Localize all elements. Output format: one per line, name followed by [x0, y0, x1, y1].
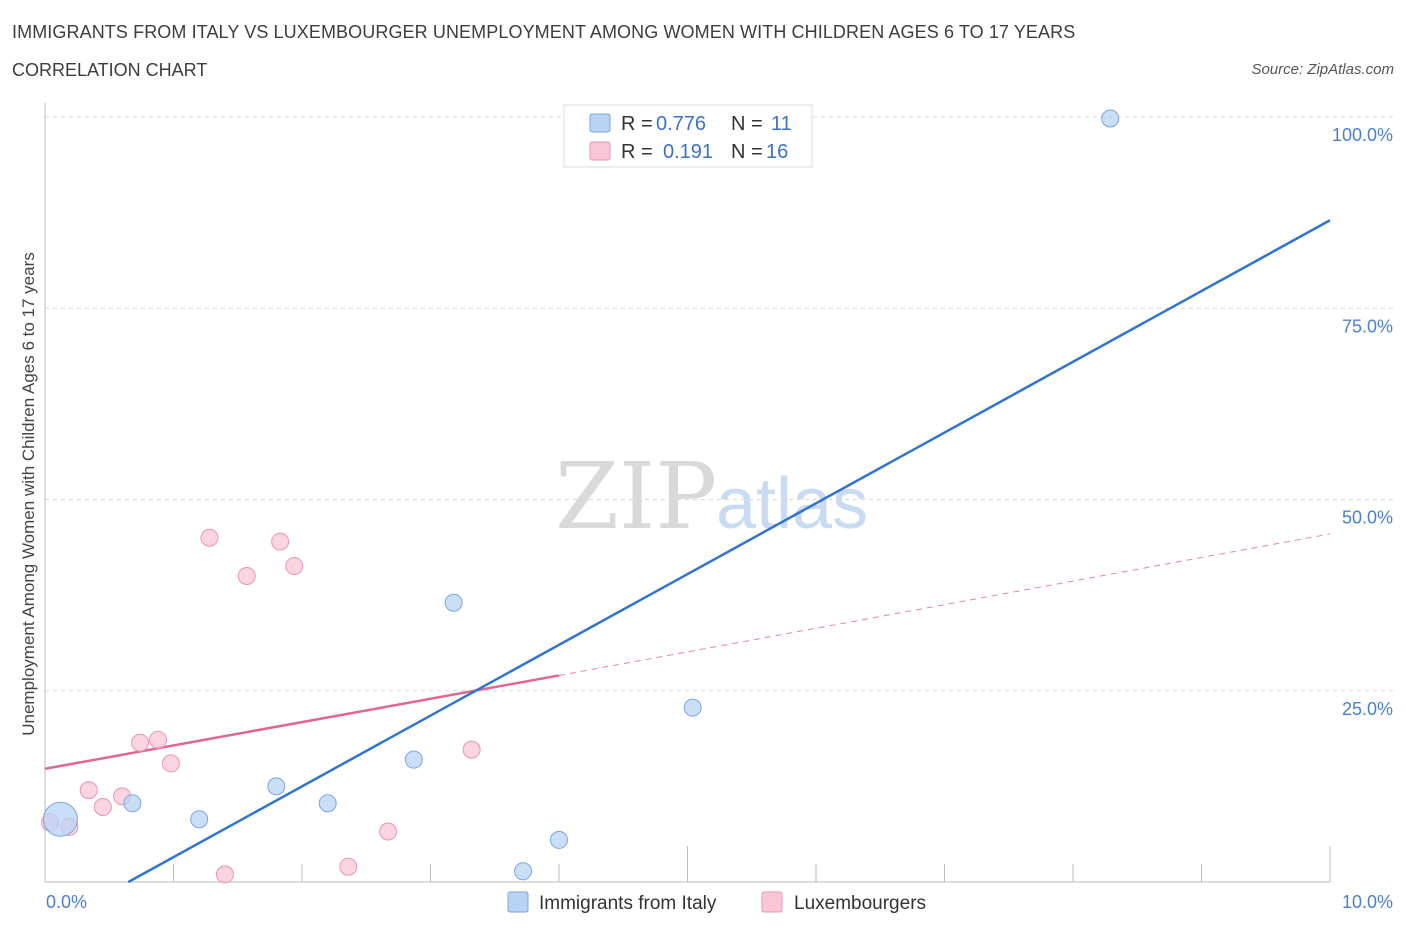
legend-r-value-italy: 0.776 [656, 113, 706, 135]
tick-labels: 25.0% 50.0% 75.0% 100.0% 0.0% 10.0% [46, 125, 1393, 912]
legend-r-value-luxembourgers: 0.191 [663, 141, 713, 163]
trend-line-italy [127, 219, 1331, 884]
chart-title: IMMIGRANTS FROM ITALY VS LUXEMBOURGER UN… [12, 22, 1076, 42]
series-legend: Immigrants from Italy Luxembourgers [507, 891, 926, 914]
data-point-italy [683, 698, 702, 717]
data-point-italy [550, 830, 568, 849]
y-tick-label: 75.0% [1342, 316, 1393, 336]
legend-n-label-italy: N = [731, 113, 763, 135]
y-axis-label: Unemployment Among Women with Children A… [19, 252, 38, 736]
y-tick-label: 100.0% [1332, 125, 1393, 145]
chart-subtitle: CORRELATION CHART [12, 60, 208, 80]
data-point-italy [1101, 109, 1120, 128]
watermark-atlas: atlas [716, 464, 868, 544]
stats-legend: R = 0.776 N = 11 R = 0.191 N = 16 [563, 104, 813, 168]
gridlines [45, 116, 1394, 692]
data-points [41, 109, 1120, 884]
bottom-legend-swatch-italy [507, 891, 529, 913]
data-point-luxembourgers [93, 798, 112, 817]
data-point-luxembourgers [215, 865, 234, 884]
x-tick-label: 10.0% [1342, 892, 1393, 912]
data-point-italy [42, 801, 78, 837]
y-tick-label: 25.0% [1342, 699, 1393, 719]
y-tick-label: 50.0% [1342, 508, 1393, 528]
legend-n-value-italy: 11 [771, 113, 792, 135]
x-tick-label: 0.0% [46, 892, 87, 912]
data-point-italy [318, 794, 337, 813]
data-point-italy [404, 750, 423, 769]
legend-r-label-luxembourgers: R = [621, 141, 653, 163]
watermark-zip: ZIP [555, 443, 717, 550]
data-point-luxembourgers [79, 781, 98, 800]
axes [44, 103, 1331, 883]
source-credit: Source: ZipAtlas.com [1251, 61, 1394, 78]
data-point-luxembourgers [131, 733, 150, 752]
legend-r-label-italy: R = [621, 113, 653, 135]
data-point-italy [444, 593, 463, 612]
data-point-italy [123, 794, 142, 813]
bottom-legend-label-luxembourgers: Luxembourgers [794, 893, 926, 914]
data-point-luxembourgers [149, 730, 168, 749]
trend-line-luxembourgers [44, 674, 560, 771]
data-point-italy [190, 810, 209, 829]
bottom-legend-label-italy: Immigrants from Italy [539, 893, 717, 914]
legend-swatch-luxembourgers [589, 141, 611, 161]
legend-n-label-luxembourgers: N = [731, 141, 763, 163]
data-point-luxembourgers [271, 532, 290, 551]
data-point-luxembourgers [285, 557, 304, 576]
data-point-luxembourgers [200, 528, 219, 547]
legend-swatch-italy [589, 113, 611, 133]
data-point-italy [267, 777, 286, 796]
data-point-luxembourgers [339, 857, 358, 876]
legend-n-value-luxembourgers: 16 [766, 141, 788, 163]
data-point-italy [514, 862, 533, 881]
trend-line-luxembourgers-extension [558, 533, 1331, 676]
trend-lines [44, 219, 1331, 884]
data-point-luxembourgers [379, 822, 398, 841]
data-point-luxembourgers [161, 754, 180, 773]
data-point-luxembourgers [237, 567, 256, 585]
bottom-legend-swatch-luxembourgers [761, 891, 783, 913]
data-point-luxembourgers [462, 740, 481, 759]
